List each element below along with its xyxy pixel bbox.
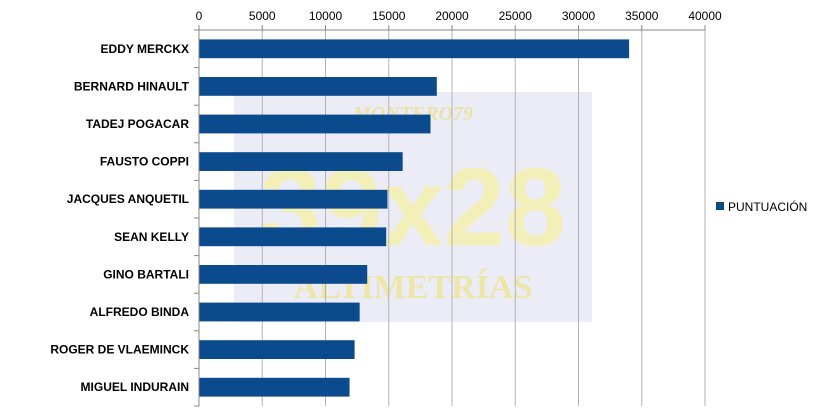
category-label: EDDY MERCKX — [101, 42, 189, 56]
category-label: ROGER DE VLAEMINCK — [50, 343, 189, 357]
legend-label: PUNTUACIÓN — [728, 199, 807, 214]
tick-label: 15000 — [372, 9, 406, 23]
bar — [199, 265, 368, 284]
category-label: GINO BARTALI — [103, 267, 189, 281]
legend-swatch — [716, 202, 724, 210]
bar — [199, 377, 350, 397]
category-label: TADEJ POGACAR — [86, 117, 189, 131]
category-label: MIGUEL INDURAIN — [81, 380, 189, 394]
bar — [199, 77, 437, 96]
tick-label: 30000 — [562, 9, 596, 23]
category-label: BERNARD HINAULT — [74, 79, 190, 93]
tick-label: 20000 — [435, 9, 469, 23]
bars — [199, 39, 630, 397]
category-label: FAUSTO COPPI — [100, 155, 189, 169]
tick-label: 5000 — [249, 9, 276, 23]
bar — [199, 152, 403, 171]
x-axis-ticks: 0 5000 10000 15000 20000 25000 30000 35000 40000 — [196, 9, 722, 30]
tick-label: 25000 — [499, 9, 533, 23]
bar — [199, 189, 388, 209]
category-labels: EDDY MERCKX BERNARD HINAULT TADEJ POGACAR F… — [50, 29, 199, 407]
tick-label: 10000 — [309, 9, 343, 23]
category-label: SEAN KELLY — [114, 230, 189, 244]
category-label: JACQUES ANQUETIL — [67, 192, 189, 206]
bar — [199, 302, 360, 322]
tick-label: 0 — [196, 9, 203, 23]
bar — [199, 39, 630, 59]
bar — [199, 340, 355, 359]
category-label: ALFREDO BINDA — [90, 305, 190, 319]
legend: PUNTUACIÓN — [716, 199, 807, 214]
tick-label: 40000 — [688, 9, 722, 23]
tick-label: 35000 — [625, 9, 659, 23]
bar — [199, 114, 431, 134]
bar — [199, 227, 387, 247]
